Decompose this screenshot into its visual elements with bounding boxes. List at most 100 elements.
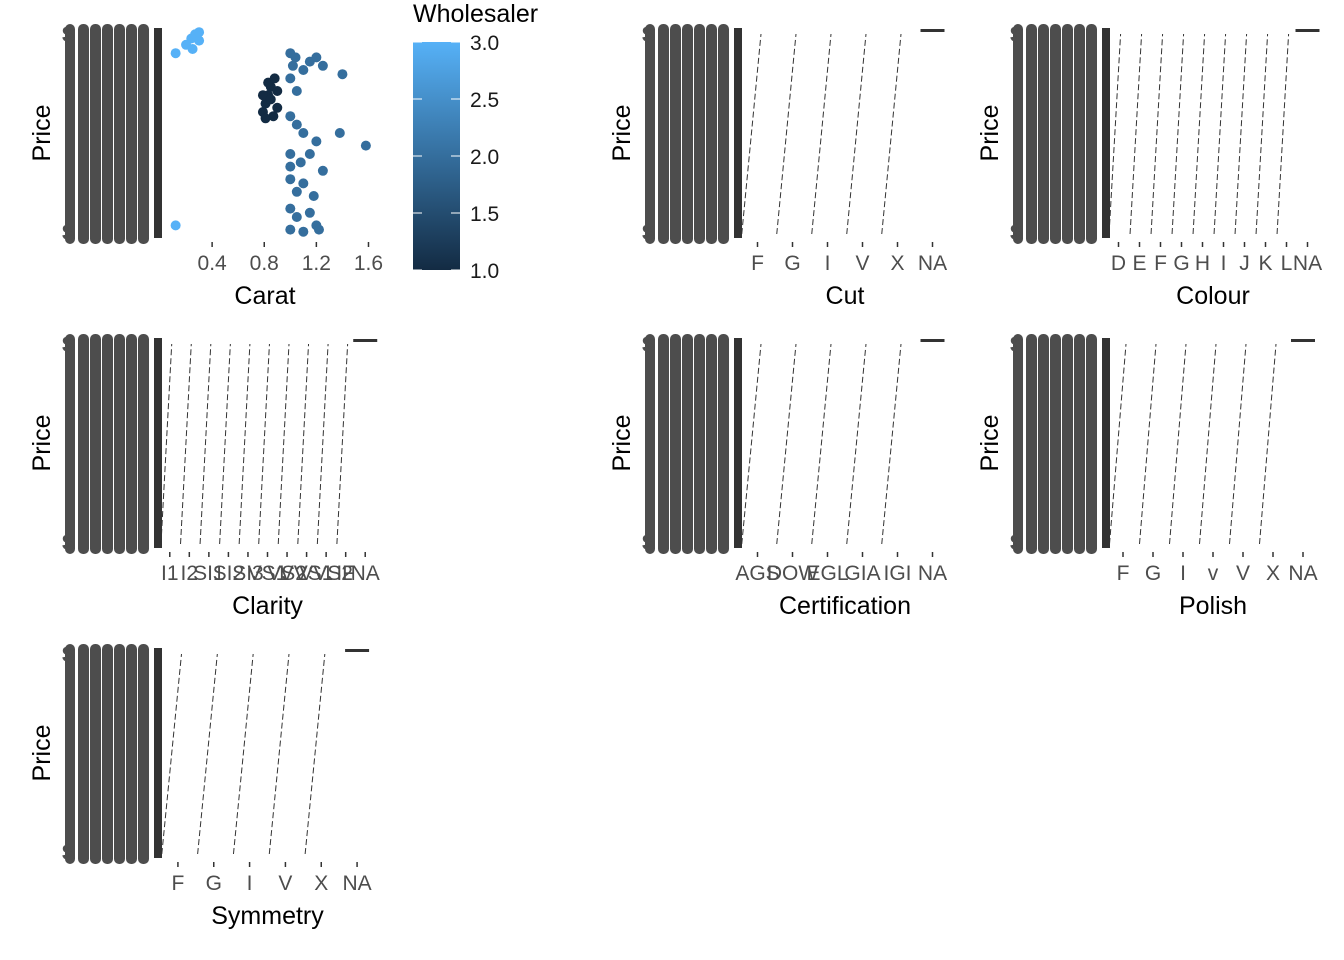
y-tick-overlap bbox=[1050, 24, 1061, 244]
y-tick-labels: $$ bbox=[62, 642, 149, 865]
streak bbox=[1234, 33, 1248, 235]
x-axis-title: Clarity bbox=[232, 592, 303, 620]
data-point bbox=[260, 113, 271, 124]
y-tick-overlap bbox=[670, 24, 681, 244]
x-axis-title: Cut bbox=[826, 282, 865, 310]
y-tick-overlap bbox=[138, 644, 149, 864]
y-tick-label: $ bbox=[62, 220, 74, 245]
data-point bbox=[298, 65, 309, 75]
axis-strip bbox=[154, 648, 162, 858]
y-tick-overlap bbox=[1026, 334, 1037, 554]
streak bbox=[1213, 33, 1227, 235]
x-tick-label: I bbox=[247, 872, 253, 895]
x-tick-label: G bbox=[1145, 562, 1161, 585]
streak bbox=[1259, 343, 1277, 545]
x-tick-label: I2 bbox=[181, 562, 199, 585]
data-point bbox=[311, 136, 322, 147]
streak bbox=[1150, 33, 1164, 235]
streak bbox=[160, 343, 173, 545]
axis-strip bbox=[1102, 338, 1110, 548]
y-tick-overlap bbox=[90, 334, 101, 554]
y-tick-overlap bbox=[102, 644, 113, 864]
streak bbox=[776, 343, 797, 545]
streak bbox=[1199, 343, 1217, 545]
x-tick-label: VVS2 bbox=[299, 562, 353, 585]
data-point bbox=[265, 94, 276, 105]
streak bbox=[846, 33, 867, 235]
y-tick-overlap bbox=[645, 334, 655, 554]
y-tick-label: $ bbox=[1010, 22, 1022, 47]
data-point bbox=[285, 174, 296, 185]
streak bbox=[1139, 343, 1157, 545]
y-tick-overlap bbox=[65, 334, 75, 554]
y-tick-overlap bbox=[682, 334, 693, 554]
data-point bbox=[304, 149, 315, 159]
y-tick-label: $ bbox=[62, 530, 74, 555]
data-point bbox=[170, 220, 181, 231]
data-point bbox=[170, 48, 181, 59]
wholesaler-legend: Wholesaler 3.0 2.5 2.0 1.5 1.0 bbox=[413, 0, 538, 283]
y-axis-title: Price bbox=[28, 105, 56, 162]
y-tick-overlap bbox=[1062, 334, 1073, 554]
y-tick-overlap bbox=[1038, 334, 1049, 554]
y-tick-overlap bbox=[126, 644, 137, 864]
legend-tick-label: 1.0 bbox=[470, 260, 499, 283]
y-tick-overlap bbox=[90, 24, 101, 244]
x-tick-label: VVS1 bbox=[280, 562, 334, 585]
y-tick-overlap bbox=[1074, 24, 1085, 244]
y-tick-label: $ bbox=[62, 22, 74, 47]
y-axis-title: Price bbox=[608, 415, 636, 472]
y-tick-overlap bbox=[1026, 24, 1037, 244]
streak bbox=[304, 653, 326, 855]
na-mark bbox=[345, 649, 370, 652]
na-mark bbox=[353, 339, 378, 342]
y-tick-overlap bbox=[138, 24, 149, 244]
x-axis-title: Carat bbox=[234, 282, 295, 310]
na-mark bbox=[920, 339, 945, 342]
x-tick-label: I1 bbox=[161, 562, 179, 585]
x-tick-label: D bbox=[1111, 252, 1126, 275]
y-tick-overlap bbox=[102, 334, 113, 554]
data-point bbox=[298, 178, 309, 189]
y-tick-labels: $$ bbox=[642, 332, 729, 555]
axis-strip bbox=[734, 28, 742, 238]
streak bbox=[881, 343, 902, 545]
axis-strip bbox=[154, 338, 162, 548]
data-point bbox=[285, 224, 296, 235]
y-tick-labels: $$ bbox=[62, 22, 149, 245]
data-point bbox=[194, 35, 205, 46]
marks bbox=[741, 29, 945, 235]
y-tick-label: $ bbox=[1010, 530, 1022, 555]
legend-tick-label: 2.0 bbox=[470, 146, 499, 169]
y-axis-title: Price bbox=[608, 105, 636, 162]
y-tick-label: $ bbox=[642, 220, 654, 245]
axis-strip bbox=[734, 338, 742, 548]
data-point bbox=[291, 119, 302, 130]
x-axis-title: Symmetry bbox=[211, 902, 324, 930]
x-tick-label: F bbox=[1117, 562, 1130, 585]
y-tick-overlap bbox=[126, 334, 137, 554]
na-mark bbox=[920, 29, 945, 32]
y-tick-label: $ bbox=[642, 22, 654, 47]
data-point bbox=[291, 212, 302, 222]
y-tick-overlap bbox=[1013, 334, 1023, 554]
y-tick-labels: $$ bbox=[1010, 332, 1097, 555]
x-tick-label: X bbox=[314, 872, 328, 895]
data-point bbox=[334, 128, 345, 138]
x-tick-label: X bbox=[890, 252, 904, 275]
x-tick-label: 1.2 bbox=[302, 252, 331, 275]
na-mark bbox=[1295, 29, 1320, 32]
x-tick-label: L bbox=[1281, 252, 1293, 275]
x-tick-label: H bbox=[1195, 252, 1210, 275]
streak bbox=[232, 653, 254, 855]
axis-strip bbox=[154, 28, 162, 238]
marks bbox=[741, 339, 945, 545]
x-tick-label: F bbox=[1154, 252, 1167, 275]
x-tick-label: NA bbox=[1293, 252, 1322, 275]
y-tick-overlap bbox=[670, 334, 681, 554]
streak bbox=[741, 343, 762, 545]
data-point bbox=[257, 90, 268, 101]
